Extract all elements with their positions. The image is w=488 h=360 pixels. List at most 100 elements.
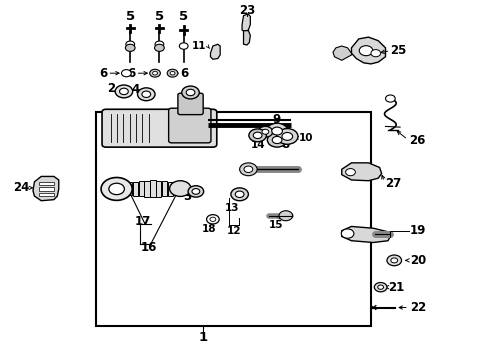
Circle shape [137,88,155,101]
Bar [138,181,143,196]
Bar [126,182,132,195]
Text: 7: 7 [249,132,258,145]
Text: 27: 27 [385,177,401,190]
Circle shape [115,85,132,98]
Circle shape [125,44,135,51]
Circle shape [345,168,355,176]
Circle shape [377,285,383,289]
Text: 5: 5 [155,10,163,23]
Circle shape [370,50,380,57]
Circle shape [279,211,292,221]
Circle shape [125,41,134,48]
Circle shape [155,41,163,48]
Circle shape [188,186,203,197]
Bar [132,181,138,195]
Polygon shape [332,46,351,60]
Circle shape [266,123,287,139]
Text: 22: 22 [409,301,425,314]
Circle shape [239,163,257,176]
Polygon shape [243,31,250,45]
Text: 11: 11 [192,41,206,51]
Text: 10: 10 [298,133,313,143]
Circle shape [149,69,160,77]
Text: 26: 26 [408,134,425,147]
Bar [96,112,370,327]
Circle shape [182,86,199,99]
Polygon shape [210,44,220,59]
Bar [173,182,179,195]
Circle shape [209,217,215,221]
Circle shape [359,46,372,56]
Text: 18: 18 [202,224,216,234]
Bar [39,187,54,191]
Text: 14: 14 [251,140,265,150]
Circle shape [142,91,150,98]
Bar [144,180,149,197]
Circle shape [248,129,266,142]
Bar [39,193,54,196]
Circle shape [385,95,394,102]
Text: 15: 15 [268,220,283,230]
Text: 25: 25 [389,44,406,57]
Text: 6: 6 [127,67,136,80]
Polygon shape [341,163,381,181]
Text: 12: 12 [226,226,241,237]
Text: 5: 5 [179,10,188,23]
Text: 3: 3 [183,190,191,203]
Circle shape [341,229,353,238]
Text: 2: 2 [107,82,116,95]
Text: 6: 6 [180,67,188,80]
Bar [162,181,167,196]
Text: 9: 9 [271,113,280,126]
Circle shape [169,181,191,197]
Circle shape [154,44,164,51]
Bar [167,181,173,195]
Text: 8: 8 [281,139,288,152]
Circle shape [186,89,195,96]
Bar [156,180,161,197]
Circle shape [390,258,397,263]
Circle shape [244,166,252,172]
Circle shape [152,71,157,75]
Circle shape [101,177,132,201]
Text: 6: 6 [99,67,107,80]
Circle shape [109,183,124,195]
Circle shape [262,129,268,134]
FancyBboxPatch shape [168,108,210,143]
Text: 4: 4 [131,84,140,96]
Text: 13: 13 [224,203,239,212]
Circle shape [276,129,297,144]
Circle shape [179,43,188,49]
Polygon shape [33,176,59,201]
FancyBboxPatch shape [102,109,216,147]
Text: 1: 1 [198,332,207,345]
Circle shape [253,132,262,139]
Text: 16: 16 [140,241,157,255]
Polygon shape [242,14,250,32]
Circle shape [267,133,286,147]
Text: 5: 5 [125,10,135,23]
Circle shape [282,132,292,140]
Text: 17: 17 [134,215,150,228]
Circle shape [373,283,386,292]
Polygon shape [351,37,385,64]
Circle shape [272,136,282,144]
Text: 20: 20 [409,254,425,267]
Circle shape [206,215,219,224]
Text: 21: 21 [387,281,404,294]
Circle shape [258,126,272,137]
Circle shape [121,69,131,77]
Circle shape [386,255,401,266]
Circle shape [230,188,248,201]
Bar [150,180,155,197]
Circle shape [167,69,178,77]
Polygon shape [341,226,389,243]
FancyBboxPatch shape [178,93,203,114]
Circle shape [170,71,175,75]
Bar [39,182,54,185]
Text: 24: 24 [13,181,30,194]
Text: 19: 19 [409,224,426,237]
Text: 23: 23 [238,4,255,17]
Circle shape [192,189,200,194]
Circle shape [119,88,128,95]
